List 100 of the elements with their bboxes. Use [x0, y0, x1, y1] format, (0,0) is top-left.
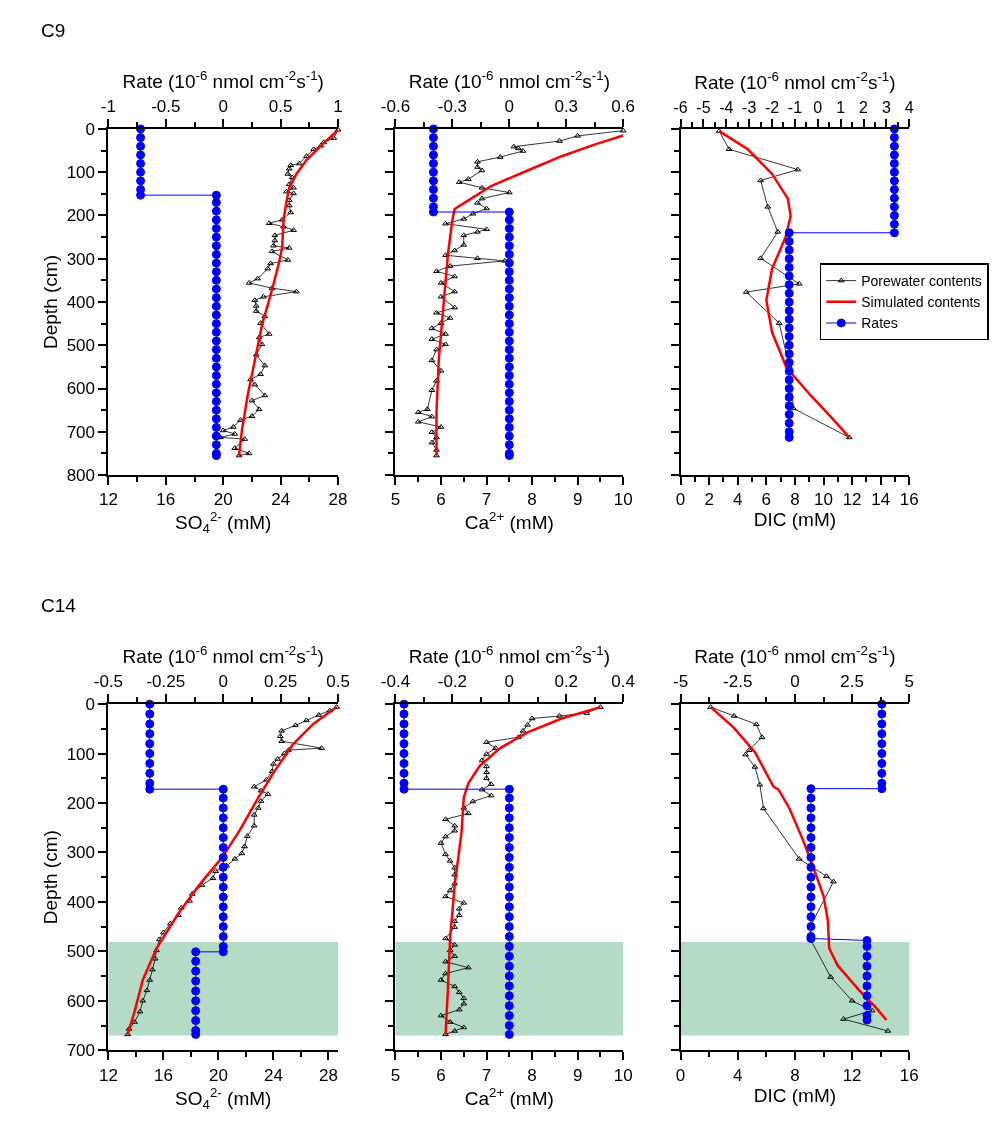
- x-tick-label: 20: [213, 490, 233, 510]
- x2-tick-label: -0.25: [146, 672, 186, 692]
- x-tick-label: 12: [842, 1065, 862, 1085]
- x2-tick-label: -0.5: [151, 97, 181, 117]
- y-tick-label: 400: [66, 892, 96, 912]
- x2-tick-label: 0.25: [264, 672, 298, 692]
- x2-tick-label: 2.5: [840, 672, 864, 692]
- x-tick-label: 28: [318, 1065, 338, 1085]
- y-tick-label: 500: [66, 336, 96, 356]
- x-tick-label: 8: [527, 1065, 537, 1085]
- x2-tick-label: 0.3: [554, 97, 579, 117]
- x2-tick-label: 0: [218, 97, 228, 117]
- y-tick-label: 100: [66, 163, 96, 183]
- x-tick-label: 10: [613, 1065, 633, 1085]
- x-tick-label: 12: [98, 1065, 118, 1085]
- x2-tick-label: -1: [787, 98, 803, 116]
- x2-tick-label: -2: [764, 98, 780, 116]
- x-axis-title: Ca$^{2+}$ (mM): [464, 1084, 554, 1109]
- x2-tick-label: 0.2: [554, 672, 579, 692]
- x2-tick-label: 0: [813, 98, 823, 116]
- y-tick-label: 600: [66, 379, 96, 399]
- x2-axis-title: Rate (10$^{-6}$ nmol cm$^{-2}$s$^{-1}$): [122, 67, 324, 92]
- x-tick-label: 12: [98, 490, 118, 510]
- legend-label: Rates: [861, 315, 898, 332]
- x-tick-label: 12: [842, 490, 862, 510]
- x2-axis-title: Rate (10$^{-6}$ nmol cm$^{-2}$s$^{-1}$): [694, 68, 896, 93]
- y-tick-label: 200: [66, 793, 96, 813]
- y-axis-title: Depth (cm): [39, 255, 61, 349]
- x2-tick-label: 0: [504, 672, 515, 692]
- x-tick-label: 0: [675, 1065, 686, 1085]
- x2-tick-label: 1: [333, 97, 343, 117]
- x2-tick-label: -2.5: [723, 672, 753, 692]
- x-tick-label: 10: [814, 490, 833, 510]
- chart-title: C14: [41, 595, 77, 616]
- x-tick-label: 8: [790, 490, 800, 510]
- x2-tick-label: 5: [904, 672, 914, 692]
- y-tick-label: 700: [66, 1041, 96, 1061]
- legend-label: Simulated contents: [861, 294, 981, 311]
- x-tick-label: 6: [761, 490, 772, 510]
- y-tick-label: 300: [66, 249, 96, 269]
- y-axis-title: Depth (cm): [39, 830, 61, 925]
- x-tick-label: 28: [328, 490, 348, 510]
- x2-axis-title: Rate (10$^{-6}$ nmol cm$^{-2}$s$^{-1}$): [122, 642, 324, 667]
- x-tick-label: 9: [572, 1065, 583, 1085]
- x-tick-label: 16: [899, 490, 919, 510]
- x-tick-label: 8: [527, 490, 537, 510]
- x2-tick-label: -0.2: [437, 672, 468, 692]
- y-tick-label: 600: [66, 991, 96, 1011]
- x2-tick-label: 2: [859, 98, 869, 116]
- x2-axis-title: Rate (10$^{-6}$ nmol cm$^{-2}$s$^{-1}$): [408, 642, 610, 667]
- x-tick-label: 16: [156, 490, 176, 510]
- x-tick-label: 24: [263, 1065, 283, 1085]
- legend-label: Porewater contents: [861, 273, 982, 290]
- x-tick-label: 9: [572, 490, 583, 510]
- x2-tick-label: 0: [790, 672, 800, 692]
- y-tick-label: 0: [85, 695, 96, 715]
- y-tick-label: 0: [85, 119, 96, 139]
- x2-tick-label: -5: [673, 672, 689, 692]
- x2-axis-title: Rate (10$^{-6}$ nmol cm$^{-2}$s$^{-1}$): [408, 67, 610, 92]
- chart-title: C9: [41, 20, 66, 41]
- x2-tick-label: -0.4: [380, 672, 411, 692]
- x2-tick-label: 3: [881, 98, 891, 116]
- x2-tick-label: 1: [836, 98, 846, 116]
- y-tick-label: 200: [66, 206, 96, 226]
- x-tick-label: 2: [704, 490, 714, 510]
- y-tick-label: 800: [66, 465, 96, 485]
- x2-tick-label: -1: [100, 97, 116, 117]
- x2-tick-label: 0: [218, 672, 228, 692]
- x-tick-label: 16: [899, 1065, 919, 1085]
- x-axis-title: DIC (mM): [753, 509, 837, 531]
- x-tick-label: 5: [390, 490, 401, 510]
- x2-tick-label: -4: [719, 98, 734, 116]
- y-tick-label: 300: [66, 843, 96, 863]
- x-tick-label: 4: [733, 490, 743, 510]
- x2-tick-label: -6: [673, 98, 688, 116]
- x-axis-title: Ca$^{2+}$ (mM): [464, 509, 554, 534]
- x2-tick-label: -0.3: [437, 97, 468, 117]
- x2-tick-label: 0.5: [268, 97, 293, 117]
- x-axis-title: SO$_{4}$$^{2-}$ (mM): [175, 1084, 272, 1112]
- y-tick-label: 700: [66, 422, 96, 442]
- x-tick-label: 4: [733, 1065, 743, 1085]
- x2-tick-label: -5: [696, 98, 711, 116]
- x-tick-label: 20: [208, 1065, 228, 1085]
- x2-axis-title: Rate (10$^{-6}$ nmol cm$^{-2}$s$^{-1}$): [694, 642, 896, 667]
- x2-tick-label: 0.4: [611, 672, 635, 692]
- x-tick-label: 6: [436, 490, 446, 510]
- x-tick-label: 0: [675, 490, 686, 510]
- x-axis-title: SO$_{4}$$^{2-}$ (mM): [175, 509, 272, 537]
- x-tick-label: 16: [153, 1065, 173, 1085]
- x-tick-label: 8: [790, 1065, 800, 1085]
- x-tick-label: 7: [481, 490, 492, 510]
- x-tick-label: 6: [436, 1065, 446, 1085]
- x2-tick-label: -0.5: [93, 672, 124, 692]
- y-tick-label: 100: [66, 744, 96, 764]
- x-tick-label: 7: [481, 1065, 492, 1085]
- x2-tick-label: -0.6: [380, 97, 411, 117]
- x2-tick-label: -3: [742, 98, 757, 116]
- x-tick-label: 14: [871, 490, 891, 510]
- y-tick-label: 500: [66, 942, 96, 962]
- x2-tick-label: 0: [504, 97, 515, 117]
